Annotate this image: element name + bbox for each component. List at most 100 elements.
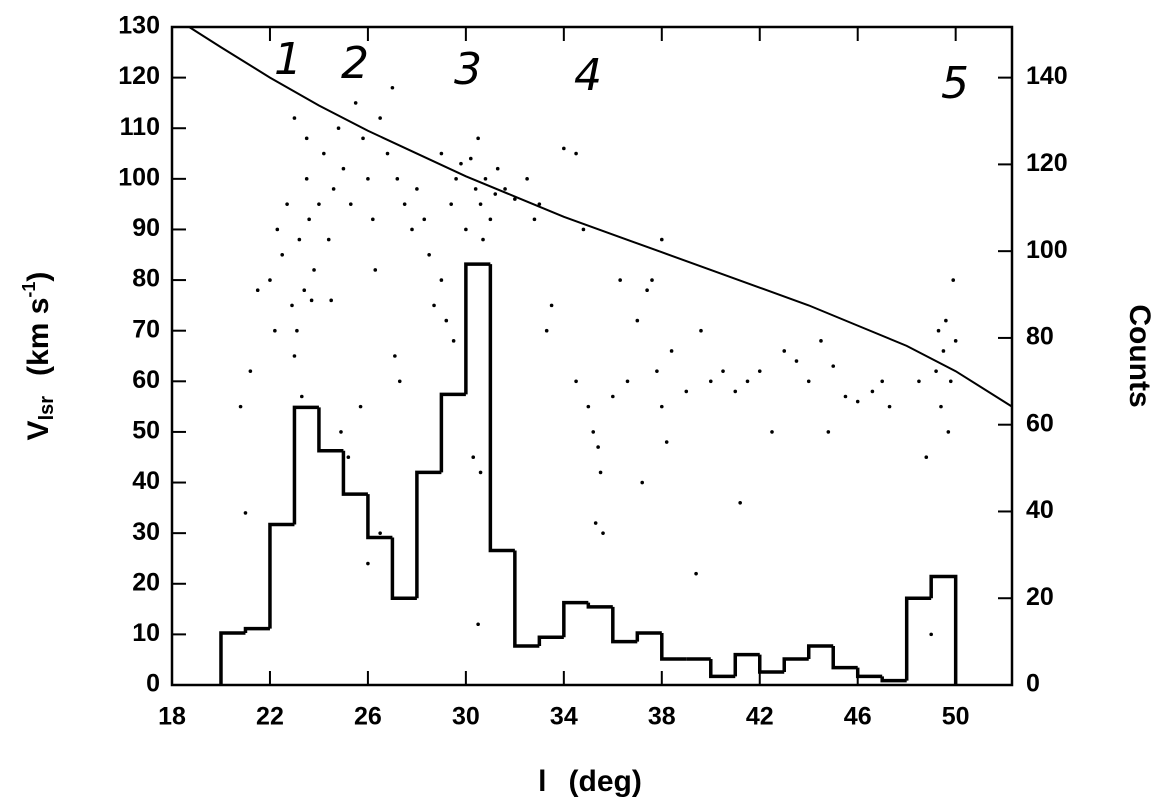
scatter-point xyxy=(432,303,436,308)
scatter-point xyxy=(924,455,929,460)
histogram-bin xyxy=(537,635,564,646)
x-tick-label: 42 xyxy=(746,703,774,731)
x-label-unit: (deg) xyxy=(569,765,642,798)
scatter-point xyxy=(694,571,698,576)
y-tick-label: 110 xyxy=(120,113,160,141)
scatter-point xyxy=(336,126,341,131)
scatter-point xyxy=(819,339,823,343)
scatter-point xyxy=(378,116,382,120)
scatter-point xyxy=(366,177,370,181)
scatter-point xyxy=(669,349,674,353)
scatter-point xyxy=(299,394,304,399)
histogram-bin xyxy=(341,450,368,496)
scatter-point xyxy=(953,339,958,343)
scatter-point xyxy=(948,379,953,384)
y-tick-label: 30 xyxy=(132,518,160,546)
scatter-point xyxy=(366,561,370,566)
histogram-bin xyxy=(758,654,785,674)
scatter-point xyxy=(422,217,427,222)
scatter-point xyxy=(476,136,480,141)
histogram-bin xyxy=(929,574,958,685)
scatter-point xyxy=(593,521,598,525)
y2-tick-label: 120 xyxy=(1026,149,1068,177)
scatter-point xyxy=(285,202,289,206)
scatter-point xyxy=(635,318,640,323)
scatter-point xyxy=(397,379,402,384)
scatter-point xyxy=(348,202,353,206)
y-tick-label: 120 xyxy=(118,62,160,90)
scatter-point xyxy=(292,354,297,358)
y-label-sub: lsr xyxy=(36,396,58,421)
scatter-point xyxy=(782,349,787,353)
curve xyxy=(188,26,1013,408)
histogram-bin xyxy=(317,407,344,453)
histogram-bin xyxy=(268,522,295,629)
scatter-point xyxy=(532,217,537,222)
x-label-symbol: l xyxy=(538,765,546,798)
scatter-point xyxy=(304,136,309,141)
scatter-point xyxy=(378,531,382,535)
histogram-bin xyxy=(709,658,736,679)
histogram-bin xyxy=(660,632,687,661)
y2-axis-label: Counts xyxy=(1123,304,1156,407)
scatter-point xyxy=(358,404,363,409)
scatter-point xyxy=(402,202,407,206)
scatter-point xyxy=(478,202,483,206)
scatter-point xyxy=(468,156,473,161)
scatter-point xyxy=(733,389,738,394)
y-tick-label: 100 xyxy=(118,163,160,191)
histogram-bin xyxy=(880,676,907,683)
x-tick-label: 34 xyxy=(550,703,578,731)
scatter-point xyxy=(307,217,311,222)
y2-tick-label: 40 xyxy=(1026,496,1054,524)
histogram-bin xyxy=(488,264,515,553)
annotation: 5 xyxy=(941,58,969,109)
scatter-point xyxy=(513,197,517,201)
y2-tick-label: 60 xyxy=(1026,409,1054,437)
scatter-point xyxy=(645,288,649,293)
x-tick-label: 30 xyxy=(452,703,480,731)
scatter-point xyxy=(831,364,836,368)
histogram-bin xyxy=(243,626,270,633)
histogram-bin xyxy=(219,631,246,685)
scatter-point xyxy=(353,101,358,105)
scatter-point xyxy=(721,369,725,373)
histogram-bin xyxy=(513,550,540,648)
scatter-point xyxy=(826,430,831,434)
y-tick-label: 20 xyxy=(132,568,160,596)
scatter-point xyxy=(451,339,456,343)
y2-tick-label: 0 xyxy=(1026,670,1040,698)
scatter-point xyxy=(946,430,951,434)
scatter-point xyxy=(611,394,615,399)
scatter-point xyxy=(427,252,431,257)
y-tick-label: 80 xyxy=(132,265,160,293)
scatter-point xyxy=(596,445,600,449)
scatter-point xyxy=(699,328,703,333)
scatter-point xyxy=(476,622,480,627)
scatter-point xyxy=(640,480,645,485)
y-label-exp: -1 xyxy=(19,282,39,298)
scatter-point xyxy=(290,303,294,308)
scatter-point xyxy=(544,328,549,333)
scatter-point xyxy=(495,166,500,171)
x-axis-label: l (deg) xyxy=(538,765,642,798)
y-label-unit: (km s xyxy=(22,298,55,376)
scatter-point xyxy=(618,278,622,282)
histogram-bin xyxy=(733,652,760,677)
histogram-bin xyxy=(635,631,662,642)
annotation: 3 xyxy=(454,44,482,95)
scatter-point xyxy=(273,328,277,333)
scatter-point xyxy=(385,151,390,156)
scatter-point xyxy=(339,430,343,434)
plot-frame xyxy=(170,25,1014,687)
scatter-point xyxy=(371,217,375,222)
scatter-point xyxy=(574,151,578,156)
y-tick-label: 60 xyxy=(132,366,160,394)
histogram-bin xyxy=(855,667,883,679)
scatter-point xyxy=(331,187,336,191)
scatter-point xyxy=(625,379,630,384)
scatter-point xyxy=(390,85,395,90)
scatter-point xyxy=(870,389,875,394)
scatter-point xyxy=(346,455,351,460)
x-tick-label: 22 xyxy=(256,703,284,731)
